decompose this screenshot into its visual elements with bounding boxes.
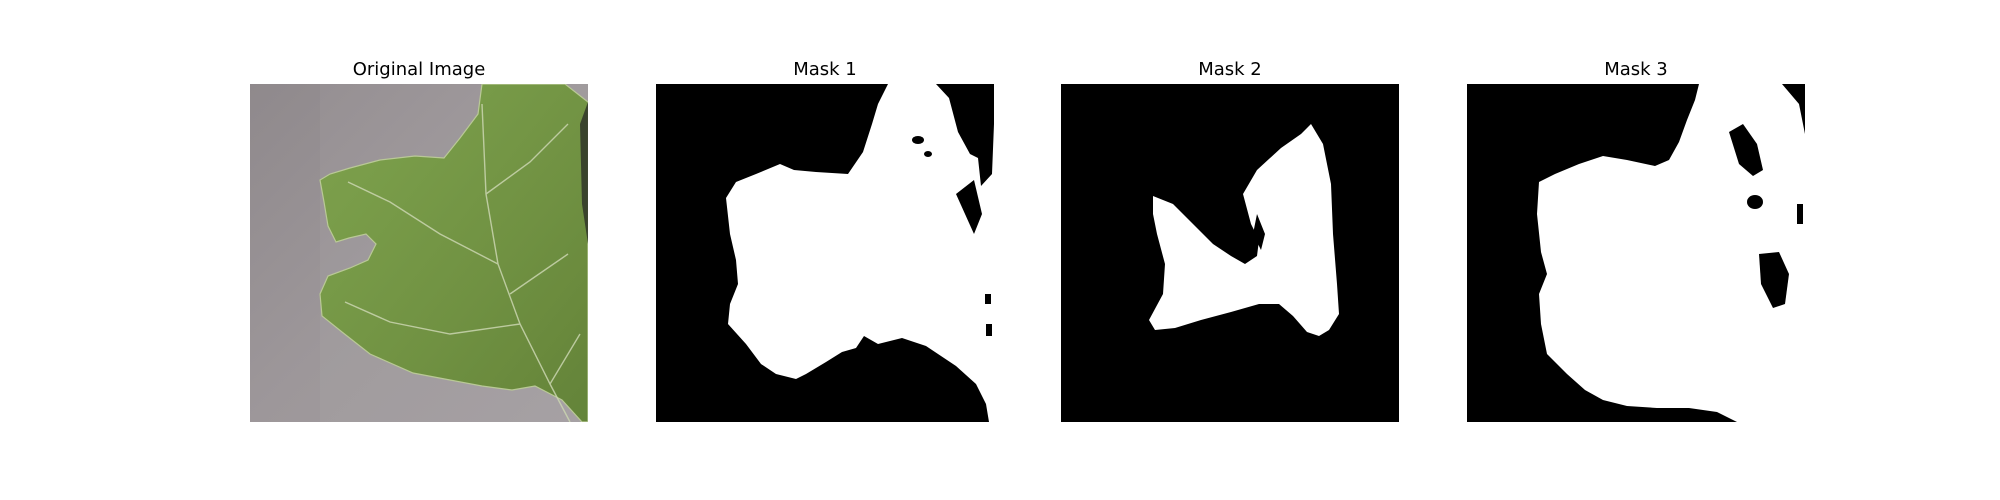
mask-1-panel: Mask 1: [656, 0, 994, 500]
mask-2-panel: Mask 2: [1061, 0, 1399, 500]
mask-2-image: [1061, 84, 1399, 422]
mask-3-panel: Mask 3: [1467, 0, 1805, 500]
panel-title: Mask 3: [1604, 59, 1668, 80]
mask-1-image: [656, 84, 994, 422]
mask-3-image: [1467, 84, 1805, 422]
panel-title: Original Image: [352, 59, 486, 80]
panel-title: Mask 2: [1198, 59, 1262, 80]
original-image: [250, 84, 588, 422]
panel-title: Mask 1: [793, 59, 857, 80]
original-image-panel: Original Image: [250, 0, 588, 500]
